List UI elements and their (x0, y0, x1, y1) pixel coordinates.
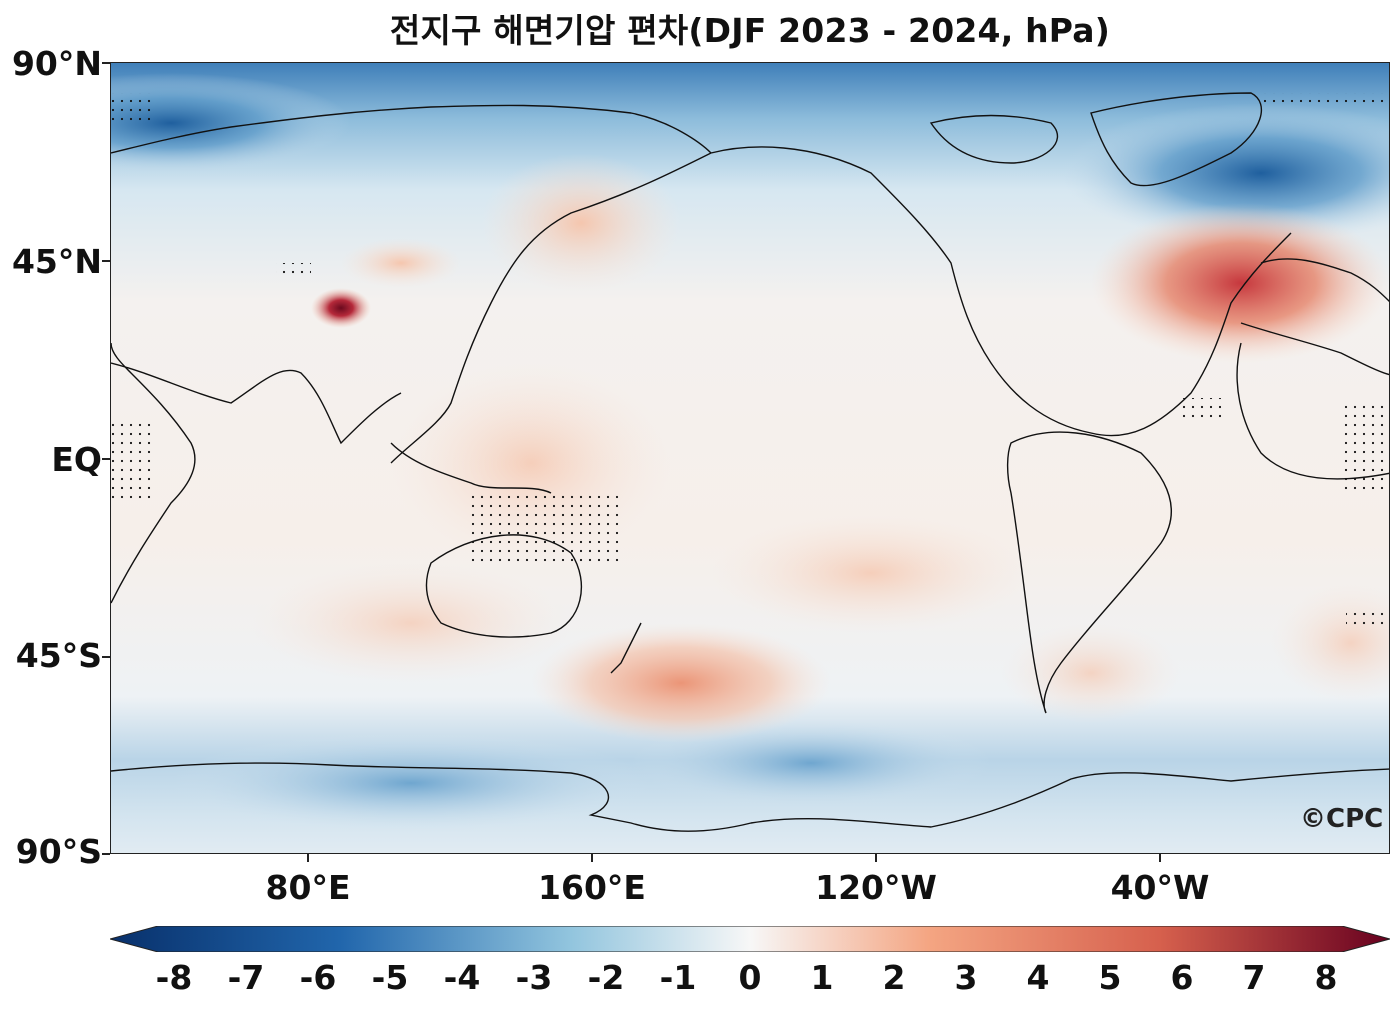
lat-label-90s: 90°S (15, 832, 102, 871)
colorbar-tick-label: -2 (587, 958, 625, 997)
colorbar-tick-label: 1 (810, 958, 834, 997)
colorbar-tick-label: 7 (1242, 958, 1266, 997)
colorbar-tick-label: -5 (371, 958, 409, 997)
lon-label-80e: 80°E (265, 868, 351, 907)
lat-tick (102, 853, 110, 855)
lat-tick (102, 458, 110, 460)
lon-label-160e: 160°E (538, 868, 646, 907)
lat-tick (102, 62, 110, 64)
lon-label-120w: 120°W (815, 868, 937, 907)
sea-level-pressure-anomaly-map (110, 62, 1390, 854)
lon-tick (1159, 854, 1161, 862)
chart-title: 전지구 해면기압 편차(DJF 2023 - 2024, hPa) (389, 11, 1111, 50)
colorbar-tick-label: -1 (659, 958, 697, 997)
lat-label-90n: 90°N (11, 44, 102, 83)
colorbar-tick-label: 5 (1098, 958, 1122, 997)
colorbar-tick-label: -3 (515, 958, 553, 997)
colorbar-tick-label: 6 (1170, 958, 1194, 997)
colorbar (110, 926, 1390, 952)
lat-tick (102, 260, 110, 262)
anomaly-field (111, 63, 1389, 853)
lat-tick (102, 656, 110, 658)
lon-tick (875, 854, 877, 862)
lon-tick (307, 854, 309, 862)
colorbar-tick-label: 0 (738, 958, 762, 997)
lat-label-45n: 45°N (11, 242, 102, 281)
colorbar-tick-label: 8 (1314, 958, 1338, 997)
lat-label-eq: EQ (51, 440, 102, 479)
lon-tick (591, 854, 593, 862)
colorbar-tick-label: 3 (954, 958, 978, 997)
colorbar-tick-label: 4 (1026, 958, 1050, 997)
cpc-watermark: ©CPC (1300, 804, 1384, 834)
lat-label-45s: 45°S (15, 636, 102, 675)
colorbar-tick-label: -8 (155, 958, 193, 997)
colorbar-tick-label: 2 (882, 958, 906, 997)
colorbar-tick-label: -4 (443, 958, 481, 997)
colorbar-fill (110, 926, 1390, 952)
lon-label-40w: 40°W (1110, 868, 1210, 907)
colorbar-tick-label: -6 (299, 958, 337, 997)
coastlines (111, 92, 1389, 832)
colorbar-tick-label: -7 (227, 958, 265, 997)
